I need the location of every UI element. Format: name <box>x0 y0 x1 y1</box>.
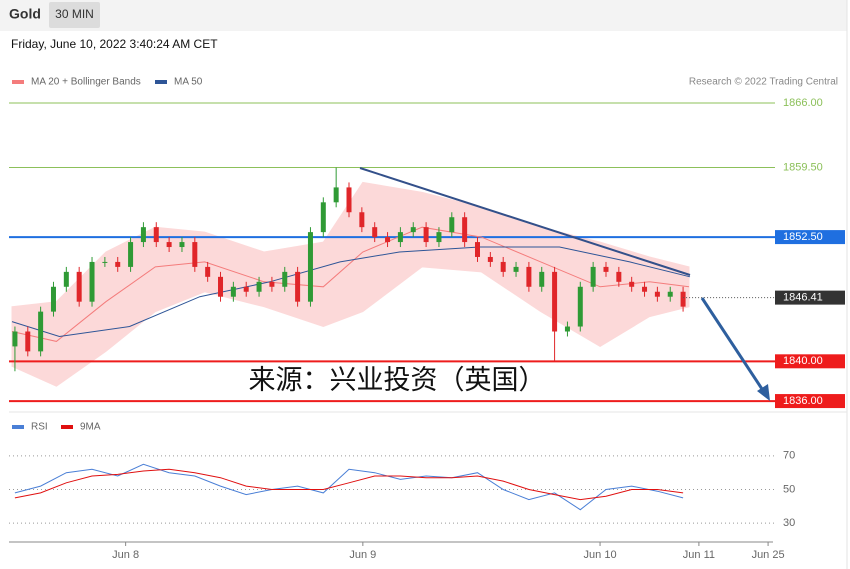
candle-body <box>590 266 596 287</box>
candle-body <box>629 281 635 287</box>
level-label: 1866.00 <box>783 97 823 109</box>
candle-body <box>282 271 288 287</box>
legend-label: MA 50 <box>174 77 203 88</box>
candle-body <box>128 242 134 267</box>
trend-line <box>359 167 691 276</box>
level-badge <box>775 230 845 245</box>
level-label: 1836.00 <box>783 395 823 407</box>
legend-swatch <box>12 425 24 429</box>
candle-body <box>89 261 95 302</box>
candle-body <box>385 237 391 243</box>
candle-body <box>218 276 224 297</box>
candle-body <box>153 227 159 243</box>
legend-label: 9MA <box>80 422 101 433</box>
level-label: 1852.50 <box>783 231 823 243</box>
level-badge <box>775 354 845 369</box>
legend-label: RSI <box>31 422 48 433</box>
candle-body <box>552 271 558 332</box>
last-price-label: 1846.41 <box>783 292 823 304</box>
candle-body <box>179 242 185 248</box>
candle-body <box>654 291 660 297</box>
candle-body <box>577 286 583 327</box>
candle-body <box>642 286 648 292</box>
data-layer: 1866.00 1859.50 1852.50 1840.00 1836.00 1846.… <box>9 77 845 561</box>
candle-body <box>50 286 56 312</box>
level-label: 1840.00 <box>783 355 823 367</box>
last-price-badge <box>775 290 845 305</box>
candle-body <box>38 311 44 352</box>
candle-body <box>397 232 403 243</box>
candle-body <box>410 227 416 233</box>
candle-body <box>423 227 429 243</box>
x-tick-label: Jun 9 <box>349 549 376 561</box>
candle-body <box>307 232 313 302</box>
legend-swatch <box>12 80 24 84</box>
candle-body <box>63 271 69 287</box>
indicator-line <box>14 463 684 511</box>
candle-body <box>449 217 455 233</box>
candle-body <box>269 281 275 287</box>
candle-body <box>616 271 622 282</box>
candle-body <box>667 291 673 297</box>
candle-body <box>102 261 108 263</box>
candle-body <box>603 266 609 272</box>
symbol: Gold <box>9 6 41 22</box>
candle-body <box>140 227 146 243</box>
bollinger-band <box>11 181 690 387</box>
candle-body <box>539 271 545 287</box>
candle-body <box>462 217 468 243</box>
candle-body <box>526 266 532 287</box>
legend-swatch <box>61 425 73 429</box>
candle-body <box>243 286 249 292</box>
candle-body <box>346 187 352 213</box>
candle-body <box>359 212 365 228</box>
x-tick-label: Jun 11 <box>683 549 715 561</box>
candle-body <box>25 331 31 352</box>
candle-body <box>256 281 262 292</box>
timestamp: Friday, June 10, 2022 3:40:24 AM CET <box>11 37 218 51</box>
credit: Research © 2022 Trading Central <box>689 77 838 88</box>
interval-label[interactable]: 30 MIN <box>55 7 94 21</box>
candle-body <box>166 242 172 248</box>
candle-body <box>513 266 519 272</box>
candle-body <box>333 187 339 203</box>
y-tick-label: 30 <box>783 517 795 529</box>
ma-line <box>11 226 690 342</box>
candle-body <box>372 227 378 238</box>
arrow-head <box>757 384 770 401</box>
y-tick-label: 50 <box>783 483 795 495</box>
x-tick-label: Jun 25 <box>752 549 785 561</box>
candle-body <box>680 291 686 307</box>
candle-body <box>192 242 198 267</box>
legend-swatch <box>155 80 167 84</box>
x-tick-label: Jun 8 <box>112 549 139 561</box>
header-bar <box>0 0 847 31</box>
candle-body <box>115 261 121 267</box>
candle-body <box>500 261 506 272</box>
candle-body <box>320 202 326 233</box>
candle-body <box>564 326 570 332</box>
candle-body <box>487 256 493 262</box>
candle-body <box>205 266 211 277</box>
interval-button[interactable] <box>49 2 100 28</box>
candle-body <box>12 331 18 347</box>
forecast-arrow <box>700 297 766 393</box>
legend-label: MA 20 + Bollinger Bands <box>31 77 141 88</box>
indicator-line <box>14 468 684 501</box>
ma-line <box>11 246 691 338</box>
candle-body <box>436 232 442 243</box>
watermark: 来源：兴业投资（英国） <box>249 365 546 395</box>
level-badge <box>775 394 845 409</box>
candle-body <box>230 286 236 297</box>
candle-body <box>76 271 82 302</box>
candle-body <box>295 271 301 302</box>
candle-body <box>474 242 480 257</box>
y-tick-label: 70 <box>783 450 795 462</box>
x-tick-label: Jun 10 <box>584 549 617 561</box>
level-label: 1859.50 <box>783 161 823 173</box>
